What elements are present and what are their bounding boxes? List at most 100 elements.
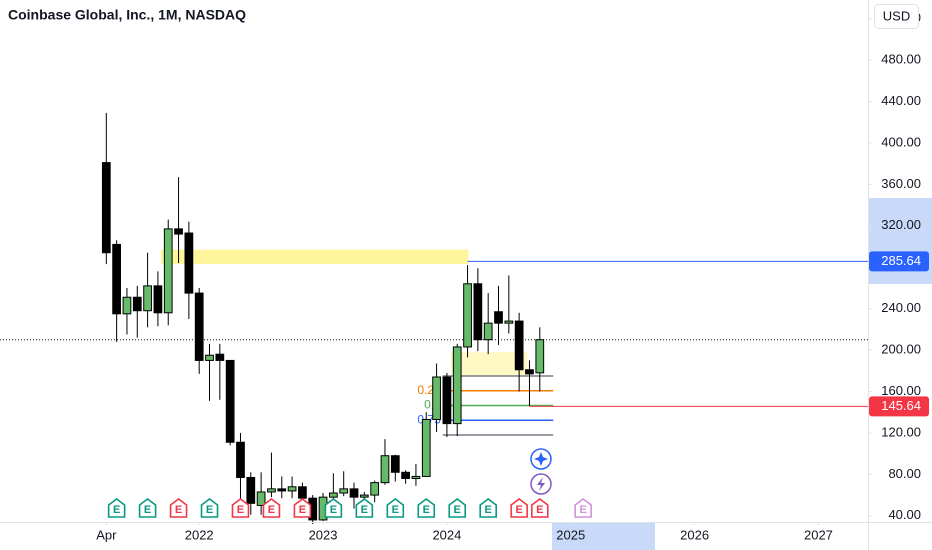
earnings-event[interactable]: E	[386, 498, 405, 518]
event-badge	[574, 498, 592, 518]
candle-body	[215, 353, 225, 361]
event-badge	[138, 498, 157, 518]
candle-body	[411, 475, 421, 479]
event-badge	[417, 498, 436, 518]
y-tick-label: 240.00	[881, 300, 921, 315]
y-tick-label: 160.00	[881, 383, 921, 398]
plot-area: 0.250.50.75EEEEEEEEEEEEEEEE	[0, 112, 868, 525]
candle-body	[401, 471, 410, 479]
candle-body	[174, 228, 183, 235]
event-label: E	[175, 504, 182, 516]
candle-body	[483, 322, 493, 341]
earnings-event[interactable]: E	[138, 498, 157, 518]
event-badge	[510, 498, 528, 518]
candle-body	[194, 292, 204, 361]
earnings-event[interactable]: E	[574, 498, 592, 518]
candle-body	[246, 476, 256, 504]
candle-body	[370, 482, 380, 496]
candle-body	[163, 228, 173, 314]
event-badge	[107, 498, 126, 518]
currency-label: USD	[883, 8, 910, 23]
price-line-label: 145.64	[881, 398, 921, 413]
event-badge	[231, 498, 250, 518]
x-tick-label: 2022	[185, 527, 214, 542]
candle-body	[328, 492, 338, 498]
y-tick-label: 360.00	[881, 176, 921, 191]
event-badge	[262, 498, 281, 518]
y-tick-label: 40.00	[888, 507, 921, 522]
event-label: E	[423, 504, 430, 516]
time-axis-highlight	[552, 522, 655, 550]
earnings-event[interactable]: E	[169, 498, 188, 518]
currency-button[interactable]	[874, 4, 919, 29]
y-tick-label: 120.00	[881, 424, 921, 439]
event-label: E	[579, 504, 586, 516]
earnings-event[interactable]: E	[417, 498, 436, 518]
event-badge	[448, 498, 467, 518]
event-label: E	[536, 504, 543, 516]
earnings-event[interactable]: E	[231, 498, 250, 518]
candle-body	[236, 441, 245, 478]
y-tick-label: 400.00	[881, 134, 921, 149]
x-tick-label: 2023	[309, 527, 338, 542]
candle-body	[267, 488, 276, 493]
candle-body	[153, 285, 163, 314]
candle-body	[122, 296, 132, 315]
y-tick-label: 80.00	[888, 466, 921, 481]
y-tick-label: 480.00	[881, 52, 921, 67]
earnings-event[interactable]: E	[479, 498, 497, 518]
candle-body	[225, 359, 235, 443]
earnings-event[interactable]: E	[107, 498, 126, 518]
earnings-event[interactable]: E	[293, 498, 312, 518]
event-badge	[386, 498, 405, 518]
candle-body	[112, 243, 121, 315]
event-badge	[324, 498, 343, 518]
candle-body	[349, 488, 359, 498]
candle-body	[359, 494, 369, 498]
idea-icon[interactable]	[530, 448, 552, 470]
price-line-tag	[869, 396, 929, 417]
event-badge	[479, 498, 497, 518]
earnings-event[interactable]: E	[530, 498, 549, 518]
chart-title: Coinbase Global, Inc., 1M, NASDAQ	[8, 7, 246, 23]
x-tick-label: 2027	[804, 527, 833, 542]
candle-body	[380, 455, 390, 484]
earnings-event[interactable]: E	[262, 498, 281, 518]
candle-body	[504, 320, 514, 324]
earnings-event[interactable]: E	[200, 498, 219, 518]
candle-body	[473, 283, 483, 341]
y-tick-label: 320.00	[881, 217, 921, 232]
event-badge	[293, 498, 312, 518]
candle-body	[256, 491, 266, 506]
earnings-event[interactable]: E	[510, 498, 528, 518]
earnings-event[interactable]: E	[355, 498, 374, 518]
candle-body	[277, 488, 287, 492]
event-badge	[169, 498, 188, 518]
y-tick-label: 200.00	[881, 342, 921, 357]
candle-body	[101, 162, 111, 254]
news-icon[interactable]	[530, 473, 552, 495]
price-line-label: 285.64	[881, 253, 921, 268]
candle-body	[184, 232, 194, 294]
candle-body	[432, 376, 441, 420]
candle-body	[390, 455, 400, 473]
earnings-event[interactable]: E	[324, 498, 343, 518]
candle-body	[339, 488, 349, 494]
x-tick-label: 2024	[432, 527, 461, 542]
candle-body	[143, 285, 152, 312]
x-tick-label: Apr	[96, 527, 117, 542]
event-label: E	[299, 504, 306, 516]
earnings-event[interactable]: E	[448, 498, 467, 518]
x-tick-label: 2025	[556, 527, 585, 542]
event-badge	[200, 498, 219, 518]
event-label: E	[454, 504, 461, 516]
candle-body	[463, 283, 472, 348]
event-label: E	[515, 504, 522, 516]
candle-body	[525, 369, 534, 375]
event-label: E	[330, 504, 337, 516]
event-label: E	[485, 504, 492, 516]
candle-body	[298, 486, 307, 499]
axes: 40.0080.00120.00160.00200.00240.00280.00…	[96, 10, 929, 542]
